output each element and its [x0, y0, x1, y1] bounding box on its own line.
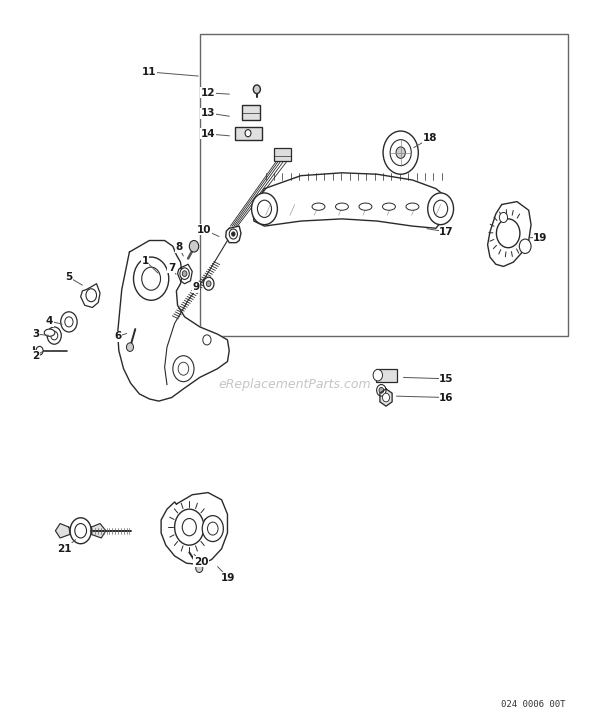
Polygon shape: [487, 202, 531, 267]
Circle shape: [133, 257, 169, 300]
Bar: [376, 369, 397, 382]
Circle shape: [245, 129, 251, 137]
Text: 024 0006 00T: 024 0006 00T: [501, 700, 565, 709]
Circle shape: [178, 362, 189, 375]
Circle shape: [496, 219, 520, 248]
Text: 20: 20: [194, 557, 208, 567]
Circle shape: [376, 385, 386, 396]
Text: 19: 19: [221, 573, 235, 583]
Circle shape: [379, 388, 384, 393]
Circle shape: [396, 147, 405, 158]
Circle shape: [382, 393, 389, 402]
Polygon shape: [55, 523, 70, 538]
Polygon shape: [161, 492, 228, 565]
Circle shape: [204, 277, 214, 290]
Circle shape: [126, 343, 133, 351]
Text: 10: 10: [196, 225, 211, 235]
Text: 3: 3: [32, 329, 39, 339]
Text: 1: 1: [142, 256, 149, 265]
Circle shape: [180, 268, 189, 279]
Circle shape: [65, 317, 73, 327]
Circle shape: [230, 229, 237, 239]
Ellipse shape: [359, 203, 372, 210]
Circle shape: [175, 509, 204, 545]
Text: 16: 16: [439, 393, 454, 403]
Text: 19: 19: [533, 233, 548, 243]
Polygon shape: [91, 523, 106, 538]
Text: 13: 13: [201, 108, 215, 118]
Circle shape: [519, 239, 531, 254]
Polygon shape: [81, 283, 100, 307]
Circle shape: [86, 288, 97, 301]
Text: 14: 14: [201, 129, 215, 139]
Circle shape: [251, 193, 277, 225]
Circle shape: [202, 515, 224, 542]
Circle shape: [499, 213, 507, 223]
Text: 6: 6: [114, 331, 122, 341]
Circle shape: [208, 522, 218, 535]
Polygon shape: [253, 173, 447, 228]
Circle shape: [182, 518, 196, 536]
Circle shape: [373, 369, 382, 381]
Ellipse shape: [406, 203, 419, 210]
Circle shape: [61, 312, 77, 332]
Text: 7: 7: [168, 263, 175, 273]
Circle shape: [257, 200, 271, 218]
Circle shape: [390, 140, 411, 166]
Text: 18: 18: [423, 133, 437, 143]
Circle shape: [383, 131, 418, 174]
Circle shape: [428, 193, 454, 225]
Circle shape: [189, 241, 199, 252]
Text: 8: 8: [175, 242, 182, 252]
Bar: [235, 127, 262, 140]
Circle shape: [253, 85, 260, 93]
Circle shape: [51, 331, 58, 340]
Text: 17: 17: [439, 227, 454, 237]
Text: eReplacementParts.com: eReplacementParts.com: [219, 378, 371, 391]
Circle shape: [75, 523, 87, 538]
Bar: [242, 105, 260, 119]
Text: 11: 11: [142, 67, 156, 77]
Circle shape: [232, 232, 235, 236]
Polygon shape: [226, 226, 241, 243]
Text: 2: 2: [32, 351, 39, 361]
Ellipse shape: [44, 329, 55, 336]
Ellipse shape: [382, 203, 395, 210]
Polygon shape: [380, 389, 392, 406]
Ellipse shape: [336, 203, 349, 210]
Circle shape: [142, 268, 160, 290]
Text: 5: 5: [65, 273, 73, 282]
Text: 9: 9: [193, 282, 200, 292]
Circle shape: [206, 281, 211, 286]
Ellipse shape: [312, 203, 325, 210]
Circle shape: [182, 270, 187, 276]
Circle shape: [173, 356, 194, 382]
Circle shape: [70, 518, 91, 544]
Text: 15: 15: [439, 374, 454, 384]
Circle shape: [434, 200, 448, 218]
Text: 4: 4: [46, 316, 53, 326]
Bar: [200, 34, 568, 336]
Polygon shape: [117, 241, 230, 401]
Polygon shape: [178, 265, 192, 283]
Circle shape: [196, 564, 203, 573]
Bar: [274, 148, 291, 161]
Circle shape: [36, 346, 43, 355]
Text: 12: 12: [201, 88, 215, 98]
Text: 21: 21: [58, 544, 72, 554]
Circle shape: [203, 335, 211, 345]
Circle shape: [47, 327, 61, 344]
